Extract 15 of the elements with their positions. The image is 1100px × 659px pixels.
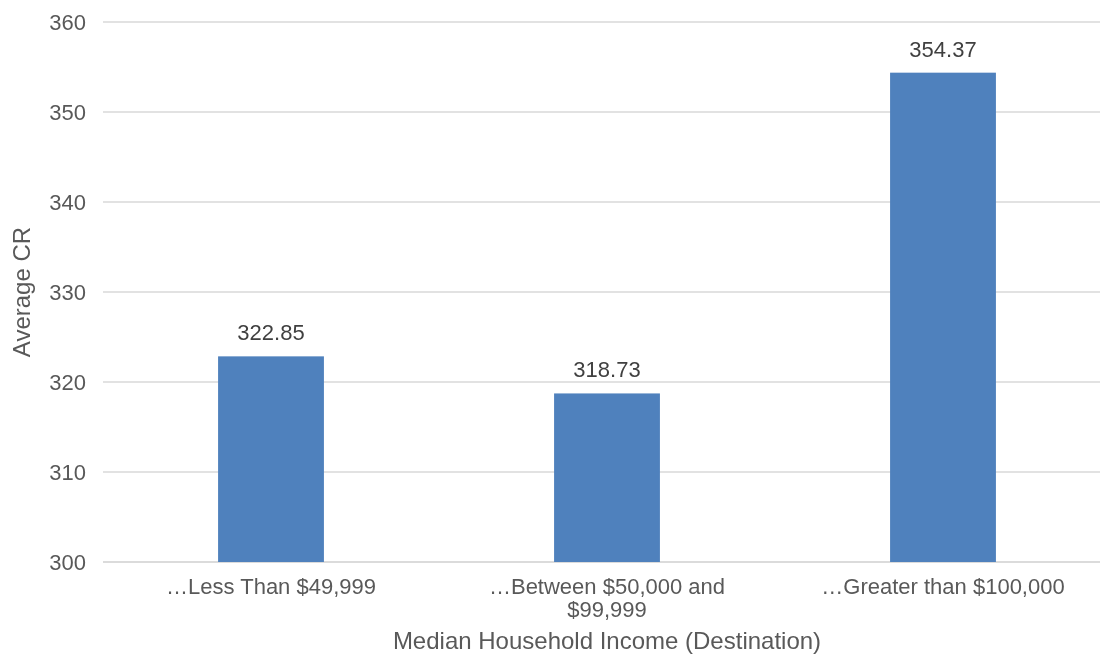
y-tick-label: 360 (49, 9, 86, 35)
y-tick-label: 300 (49, 549, 86, 575)
x-tick-label: …Less Than $49,999 (166, 574, 376, 599)
y-tick-label: 310 (49, 459, 86, 485)
y-tick-label: 340 (49, 189, 86, 215)
data-label: 354.37 (909, 36, 977, 62)
y-tick-label: 330 (49, 279, 86, 305)
y-tick-label: 320 (49, 369, 86, 395)
data-label: 322.85 (237, 320, 305, 346)
y-axis-title: Average CR (8, 226, 36, 358)
x-tick-label: …Greater than $100,000 (821, 574, 1065, 599)
data-label: 318.73 (573, 357, 641, 383)
x-axis-title: Median Household Income (Destination) (392, 627, 822, 654)
x-tick-label: …Between $50,000 and $99,999 (488, 574, 726, 622)
y-tick-label: 350 (49, 99, 86, 125)
